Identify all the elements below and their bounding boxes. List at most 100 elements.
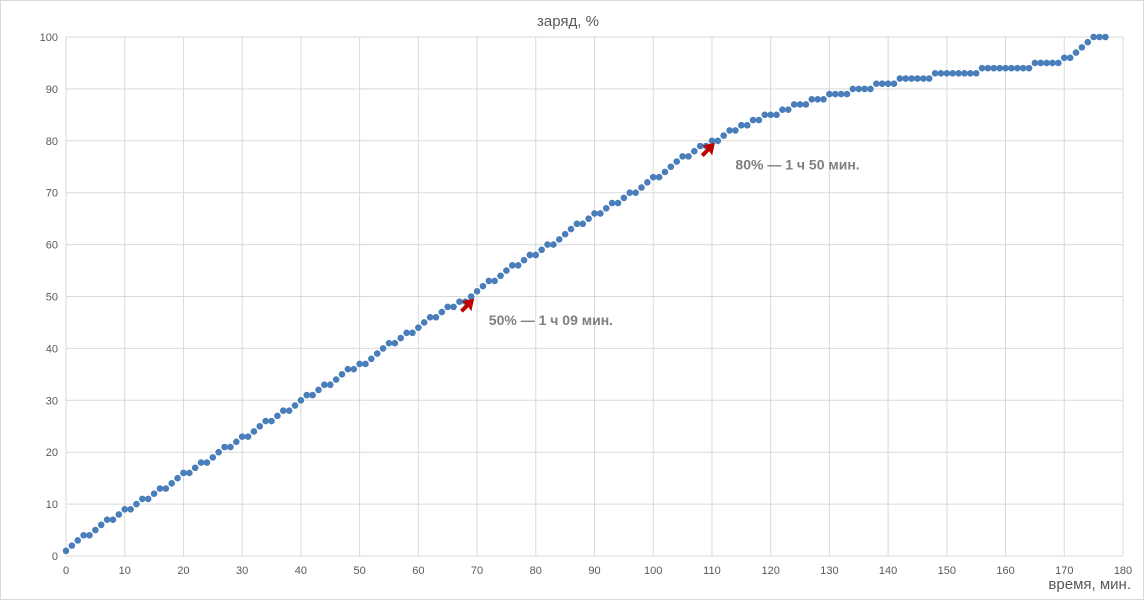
x-tick-label: 150 [938, 565, 956, 577]
data-point [867, 85, 874, 93]
data-point [708, 137, 716, 145]
data-point [150, 490, 158, 498]
x-tick-label: 60 [412, 565, 424, 577]
data-point [773, 111, 780, 119]
data-point [644, 179, 651, 186]
data-point [321, 381, 328, 389]
data-point [796, 101, 804, 108]
data-point [139, 495, 146, 503]
data-point [1049, 59, 1056, 67]
data-point [585, 215, 592, 222]
y-tick-labels: 0 10 20 30 40 50 60 70 80 90 100 [40, 32, 58, 563]
data-point [1096, 33, 1103, 41]
data-point [996, 64, 1003, 72]
annotation-label: 80% — 1 ч 50 мин. [735, 156, 859, 172]
data-point [450, 303, 457, 311]
x-tick-label: 180 [1114, 565, 1132, 577]
data-point [62, 547, 70, 555]
data-point [949, 70, 957, 77]
data-point [344, 365, 352, 373]
data-point [1078, 44, 1086, 51]
data-point [1084, 38, 1092, 46]
x-tick-labels: 0 10 20 30 40 50 60 70 80 90 100 110 120 130 140 150 160… [63, 565, 1132, 577]
data-point [761, 111, 769, 119]
data-point [1043, 59, 1050, 67]
data-point [579, 220, 587, 228]
data-point [1090, 33, 1097, 41]
data-point [550, 241, 557, 248]
grid [65, 36, 1124, 557]
x-tick-label: 90 [588, 565, 600, 577]
data-point [1060, 54, 1068, 62]
y-tick-label: 30 [46, 395, 58, 407]
data-point [415, 324, 422, 331]
x-tick-label: 30 [236, 565, 248, 577]
data-point [890, 80, 898, 88]
data-point [608, 199, 616, 207]
data-point [186, 469, 193, 477]
data-point [790, 101, 798, 108]
data-point [350, 365, 358, 373]
data-point [491, 277, 498, 285]
data-point [597, 210, 604, 217]
data-point [1025, 64, 1033, 72]
data-point [1031, 59, 1039, 67]
data-point [503, 267, 510, 274]
data-point [990, 64, 998, 72]
data-point [197, 459, 205, 466]
data-point [1072, 49, 1080, 56]
data-point [426, 313, 434, 321]
data-point [133, 500, 140, 508]
data-point [691, 147, 698, 155]
data-point [532, 251, 540, 259]
data-series [62, 33, 1109, 555]
data-point [767, 111, 774, 119]
data-point [673, 158, 681, 165]
data-point [368, 355, 375, 363]
data-point [843, 90, 851, 98]
data-point [121, 505, 129, 513]
y-tick-label: 20 [46, 447, 58, 459]
data-point [696, 142, 704, 150]
data-point [256, 422, 264, 430]
x-tick-label: 70 [471, 565, 483, 577]
data-point [473, 288, 481, 295]
x-axis-title: время, мин. [1048, 576, 1131, 593]
x-tick-label: 10 [119, 565, 131, 577]
data-point [309, 391, 316, 399]
data-point [937, 70, 945, 77]
data-point [274, 412, 281, 420]
data-point [409, 329, 416, 337]
data-point [884, 80, 892, 88]
x-tick-label: 50 [353, 565, 365, 577]
data-point [456, 298, 463, 305]
data-point [661, 168, 669, 176]
data-point [667, 163, 675, 171]
x-tick-label: 100 [644, 565, 662, 577]
data-point [591, 210, 598, 217]
data-point [925, 75, 933, 82]
data-point [920, 75, 927, 82]
data-point [109, 516, 117, 523]
data-point [649, 173, 657, 181]
x-tick-label: 130 [820, 565, 838, 577]
x-tick-label: 0 [63, 565, 69, 577]
data-point [303, 391, 311, 399]
data-point [291, 402, 299, 409]
data-point [326, 381, 334, 389]
data-point [232, 438, 240, 446]
data-point [497, 272, 504, 280]
data-point [655, 173, 663, 181]
data-point [80, 531, 87, 539]
data-point [479, 282, 487, 290]
data-point [978, 64, 986, 72]
annotation-arrow [460, 298, 475, 313]
data-point [820, 95, 827, 103]
data-point [373, 350, 381, 357]
data-point [127, 505, 134, 513]
data-point [250, 428, 258, 435]
data-point [861, 85, 868, 93]
data-point [1037, 59, 1045, 67]
